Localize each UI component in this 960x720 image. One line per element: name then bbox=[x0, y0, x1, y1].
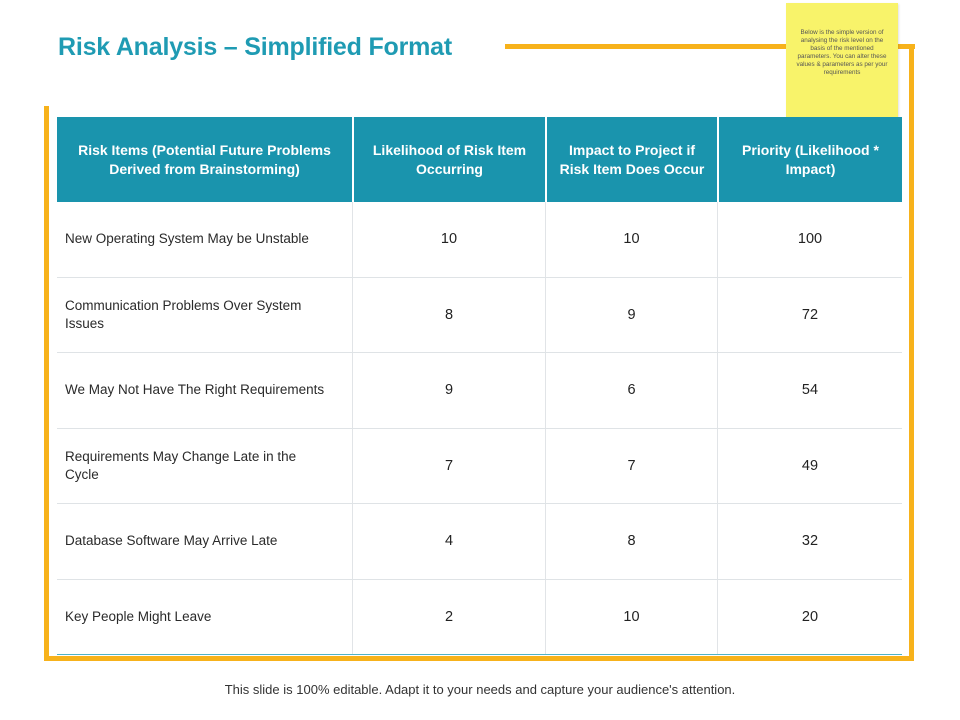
frame-bottom-border bbox=[44, 656, 914, 661]
impact-cell: 7 bbox=[545, 428, 717, 503]
likelihood-cell: 8 bbox=[352, 277, 545, 352]
header-risk-items: Risk Items (Potential Future Problems De… bbox=[78, 141, 331, 177]
likelihood-cell: 4 bbox=[352, 504, 545, 579]
impact-cell: 10 bbox=[545, 202, 717, 277]
risk-table: Risk Items (Potential Future Problems De… bbox=[57, 117, 902, 655]
table-row: Database Software May Arrive Late 4 8 32 bbox=[57, 504, 902, 580]
impact-cell: 10 bbox=[545, 579, 717, 654]
slide-title: Risk Analysis – Simplified Format bbox=[58, 33, 452, 61]
impact-cell: 8 bbox=[545, 504, 717, 579]
sticky-note: Below is the simple version of analysing… bbox=[786, 3, 898, 117]
impact-cell: 6 bbox=[545, 353, 717, 428]
header-likelihood: Likelihood of Risk Item Occurring bbox=[352, 117, 545, 202]
impact-cell: 9 bbox=[545, 277, 717, 352]
risk-item-cell: Key People Might Leave bbox=[65, 608, 212, 624]
risk-item-cell: We May Not Have The Right Requirements bbox=[65, 382, 325, 398]
priority-cell: 32 bbox=[717, 504, 902, 579]
table-row: Requirements May Change Late in the Cycl… bbox=[57, 428, 902, 504]
risk-item-cell: Communication Problems Over System Issue… bbox=[65, 297, 302, 331]
priority-cell: 49 bbox=[717, 428, 902, 503]
likelihood-cell: 7 bbox=[352, 428, 545, 503]
risk-item-cell: Database Software May Arrive Late bbox=[65, 533, 278, 549]
footer-caption: This slide is 100% editable. Adapt it to… bbox=[224, 682, 736, 697]
header-impact: Impact to Project if Risk Item Does Occu… bbox=[545, 117, 717, 202]
likelihood-cell: 2 bbox=[352, 579, 545, 654]
risk-item-cell: New Operating System May be Unstable bbox=[65, 231, 309, 247]
header-priority: Priority (Likelihood * Impact) bbox=[717, 117, 902, 202]
table-row: Key People Might Leave 2 10 20 bbox=[57, 579, 902, 655]
likelihood-cell: 10 bbox=[352, 202, 545, 277]
priority-cell: 20 bbox=[717, 579, 902, 654]
table-row: Communication Problems Over System Issue… bbox=[57, 277, 902, 353]
priority-cell: 100 bbox=[717, 202, 902, 277]
frame-right-border bbox=[909, 44, 914, 661]
likelihood-cell: 9 bbox=[352, 353, 545, 428]
frame-top-border bbox=[505, 44, 915, 49]
table-header: Risk Items (Potential Future Problems De… bbox=[57, 117, 902, 202]
table-row: We May Not Have The Right Requirements 9… bbox=[57, 353, 902, 429]
priority-cell: 54 bbox=[717, 353, 902, 428]
sticky-note-text: Below is the simple version of analysing… bbox=[796, 29, 888, 77]
frame-left-border bbox=[44, 106, 49, 661]
priority-cell: 72 bbox=[717, 277, 902, 352]
risk-item-cell: Requirements May Change Late in the Cycl… bbox=[65, 448, 297, 482]
table-row: New Operating System May be Unstable 10 … bbox=[57, 202, 902, 278]
